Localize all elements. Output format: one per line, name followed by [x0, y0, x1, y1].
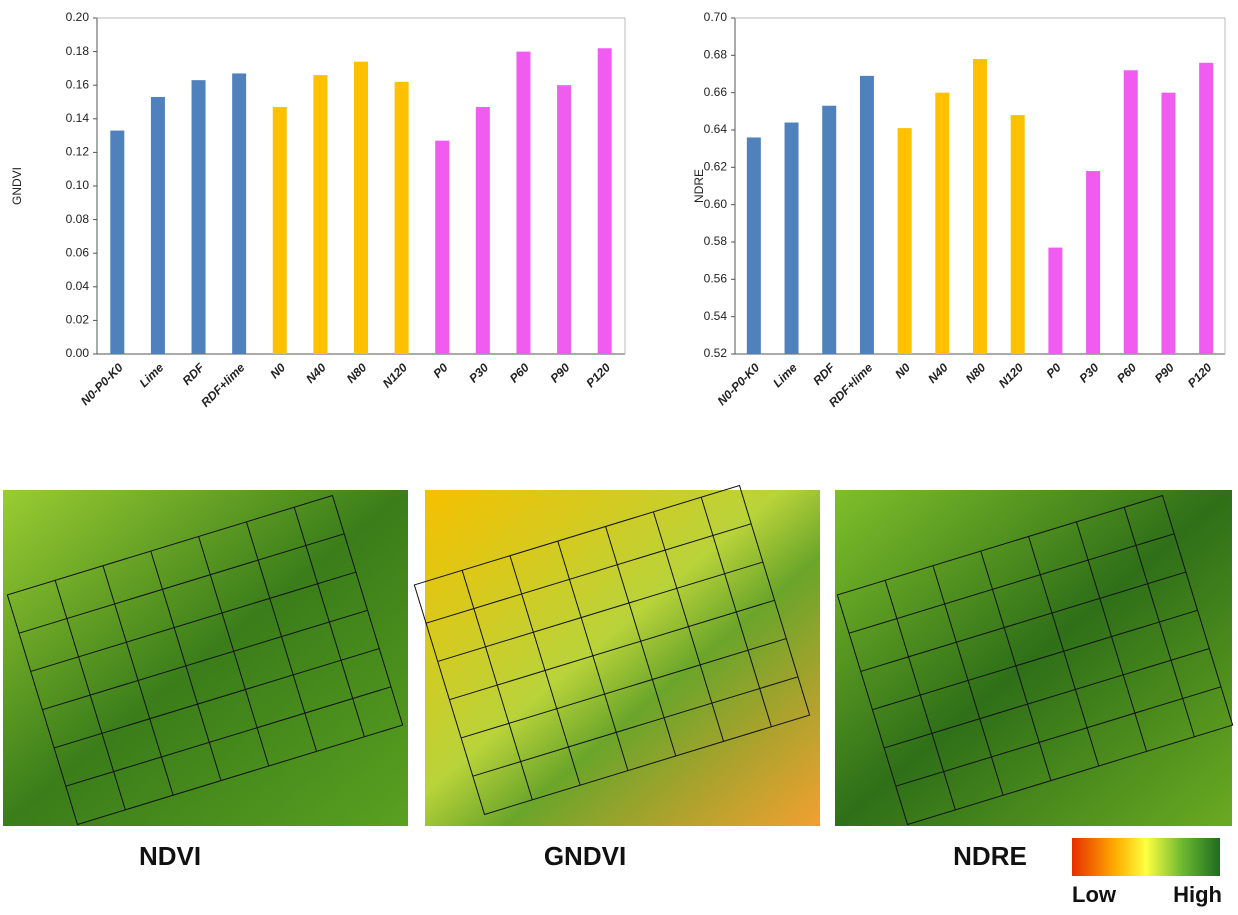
y-tick-label: 0.00 [66, 346, 90, 360]
bar [232, 73, 247, 354]
x-tick-label: P30 [1076, 360, 1101, 385]
y-tick-label: 0.56 [704, 272, 728, 286]
y-tick-label: 0.64 [704, 122, 728, 136]
bar [191, 80, 206, 354]
x-tick-label: P120 [583, 360, 613, 390]
bar [897, 128, 912, 354]
x-tick-label: P60 [1114, 360, 1139, 385]
y-axis-label: NDRE [692, 169, 706, 203]
x-tick-label: RDF [810, 360, 838, 388]
x-tick-label: P60 [507, 360, 532, 385]
bar [1010, 115, 1025, 354]
bar [150, 96, 165, 355]
colorbar-low: Low [1072, 882, 1117, 907]
y-tick-label: 0.60 [704, 197, 728, 211]
bar [516, 51, 531, 354]
y-tick-label: 0.14 [66, 111, 90, 125]
bar [354, 61, 368, 355]
x-tick-label: N0-P0-K0 [715, 360, 763, 408]
bar [935, 92, 950, 355]
y-tick-label: 0.62 [704, 160, 728, 174]
x-tick-label: P90 [1152, 360, 1177, 385]
bar [1123, 70, 1138, 355]
bar [1048, 247, 1063, 354]
bar [597, 48, 612, 355]
y-tick-label: 0.70 [704, 10, 728, 24]
field-image [413, 484, 820, 826]
y-axis-label: GNDVI [10, 167, 24, 205]
x-tick-label: N0 [892, 360, 913, 381]
x-tick-label: RDF+lime [198, 360, 248, 410]
x-tick-label: N120 [380, 360, 410, 390]
bar [475, 107, 490, 354]
x-tick-label: N40 [925, 360, 951, 386]
bar [822, 105, 837, 354]
bar [272, 107, 287, 354]
bar [746, 137, 761, 354]
y-tick-label: 0.54 [704, 309, 728, 323]
y-tick-label: 0.52 [704, 346, 728, 360]
y-tick-label: 0.18 [66, 44, 90, 58]
bar [394, 81, 409, 354]
x-tick-label: P0 [1043, 360, 1064, 381]
x-tick-label: N0 [267, 360, 288, 381]
y-tick-label: 0.02 [66, 313, 90, 327]
bar [110, 130, 125, 354]
y-tick-label: 0.20 [66, 10, 90, 24]
bar [784, 122, 799, 355]
y-tick-label: 0.66 [704, 85, 728, 99]
panel-label: NDVI [139, 841, 201, 871]
x-tick-label: N0-P0-K0 [78, 360, 126, 408]
x-tick-label: Lime [137, 360, 167, 390]
x-tick-label: P120 [1185, 360, 1215, 390]
colorbar-high: High [1173, 882, 1222, 907]
bar [557, 85, 572, 354]
bar [1161, 92, 1176, 355]
x-tick-label: N40 [303, 360, 329, 386]
colorbar [1072, 838, 1220, 876]
x-tick-label: P30 [466, 360, 491, 385]
panel-label: NDRE [953, 841, 1027, 871]
bar [313, 75, 328, 355]
x-tick-label: P0 [430, 360, 451, 381]
y-tick-label: 0.58 [704, 234, 728, 248]
bar [1086, 171, 1101, 354]
y-tick-label: 0.10 [66, 178, 90, 192]
y-tick-label: 0.68 [704, 48, 728, 62]
panel-label: GNDVI [544, 841, 626, 871]
bar [435, 140, 450, 354]
x-tick-label: N80 [344, 360, 370, 386]
x-tick-label: P90 [547, 360, 572, 385]
field-image [3, 490, 408, 826]
x-tick-label: N120 [996, 360, 1026, 390]
y-tick-label: 0.06 [66, 245, 90, 259]
y-tick-label: 0.04 [66, 279, 90, 293]
x-tick-label: RDF [180, 360, 208, 388]
field-image [835, 490, 1234, 826]
x-tick-label: N80 [963, 360, 989, 386]
y-tick-label: 0.08 [66, 212, 90, 226]
bar [973, 59, 987, 355]
x-tick-label: Lime [770, 360, 800, 390]
y-tick-label: 0.12 [66, 145, 90, 159]
y-tick-label: 0.16 [66, 77, 90, 91]
bar [1199, 62, 1214, 355]
bar [859, 75, 874, 354]
